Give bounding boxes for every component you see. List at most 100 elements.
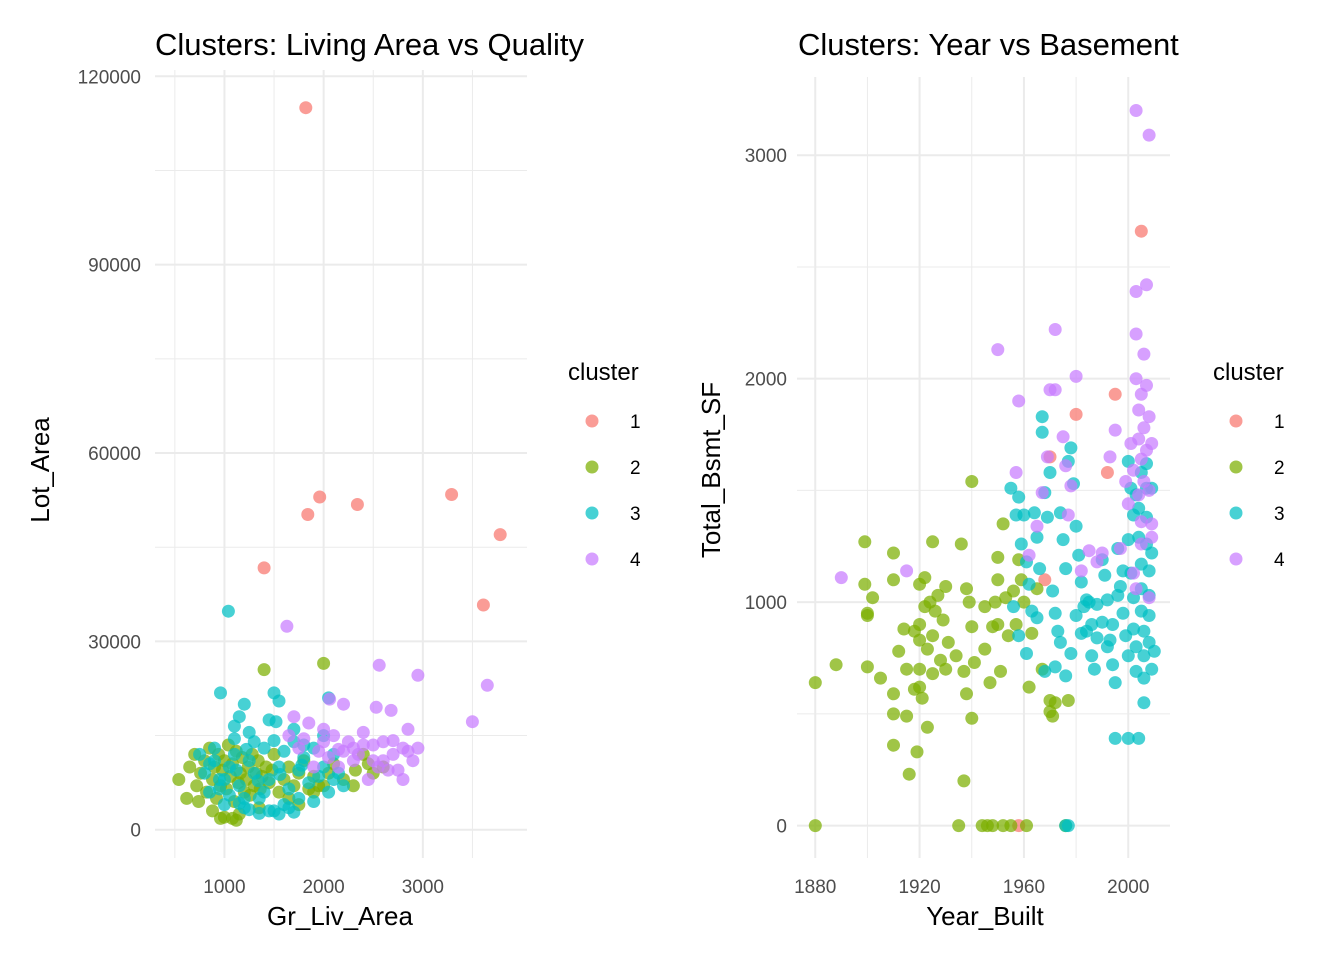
- left-point-cluster-4: [376, 735, 390, 749]
- right-point-cluster-2: [887, 573, 900, 587]
- left-point-cluster-4: [307, 760, 321, 774]
- right-point-cluster-4: [1095, 546, 1109, 560]
- right-point-cluster-3: [1035, 425, 1049, 439]
- left-y-tick-label: 90000: [88, 256, 141, 277]
- right-point-cluster-4: [1129, 327, 1143, 341]
- right-point-cluster-3: [1072, 548, 1086, 562]
- right-legend-key-3: [1229, 506, 1243, 520]
- left-point-cluster-4: [366, 738, 380, 752]
- right-point-cluster-3: [1090, 631, 1104, 645]
- right-point-cluster-3: [1100, 640, 1114, 654]
- left-point-cluster-1: [301, 508, 315, 521]
- left-point-cluster-4: [361, 773, 375, 786]
- left-point-cluster-3: [193, 747, 207, 761]
- right-point-cluster-2: [808, 676, 822, 690]
- right-point-cluster-3: [1137, 649, 1151, 663]
- right-point-cluster-2: [858, 577, 872, 591]
- right-point-cluster-2: [887, 546, 900, 560]
- right-point-cluster-2: [918, 571, 932, 585]
- right-point-cluster-2: [1046, 709, 1060, 723]
- left-point-cluster-1: [313, 490, 327, 504]
- left-point-cluster-4: [302, 716, 316, 730]
- right-point-cluster-4: [991, 343, 1005, 357]
- right-point-cluster-2: [978, 600, 992, 614]
- right-point-cluster-3: [1059, 562, 1073, 576]
- right-point-cluster-2: [991, 573, 1005, 587]
- left-x-tick-label: 2000: [302, 877, 344, 898]
- left-x-ticks: 1000 2000 3000: [203, 877, 444, 898]
- right-point-cluster-2: [960, 582, 973, 596]
- right-point-cluster-1: [1038, 573, 1052, 587]
- left-y-tick-label: 0: [130, 821, 141, 842]
- left-point-cluster-4: [465, 715, 479, 729]
- left-legend-label-1: 1: [630, 412, 641, 433]
- right-y-tick-label: 0: [776, 817, 787, 838]
- right-y-tick-label: 2000: [745, 370, 787, 391]
- right-point-cluster-3: [1035, 410, 1049, 424]
- right-point-cluster-4: [1022, 548, 1036, 562]
- right-point-cluster-3: [1121, 533, 1135, 547]
- right-point-cluster-4: [1082, 544, 1096, 558]
- right-point-cluster-2: [874, 671, 887, 685]
- right-y-tick-label: 1000: [745, 593, 787, 614]
- left-point-cluster-4: [366, 754, 380, 768]
- left-point-cluster-3: [227, 719, 241, 733]
- right-point-cluster-2: [860, 609, 874, 622]
- right-point-cluster-2: [860, 660, 874, 674]
- right-point-cluster-2: [897, 622, 911, 636]
- right-panel: Clusters: Year vs Basement 1880 1920 1960 2…: [696, 27, 1285, 931]
- right-point-cluster-2: [1022, 680, 1036, 694]
- right-point-cluster-3: [1053, 635, 1067, 649]
- right-point-cluster-3: [1056, 533, 1070, 547]
- right-point-cluster-4: [1127, 463, 1140, 477]
- left-point-cluster-2: [272, 785, 286, 799]
- right-point-cluster-4: [1142, 410, 1156, 424]
- right-point-cluster-3: [1090, 597, 1104, 611]
- right-point-cluster-3: [1064, 441, 1078, 455]
- right-point-cluster-3: [1137, 696, 1151, 710]
- right-point-cluster-4: [1137, 421, 1151, 435]
- right-legend: cluster 1 2 3 4: [1213, 359, 1285, 571]
- right-point-cluster-4: [1012, 394, 1026, 408]
- left-point-cluster-4: [372, 658, 386, 672]
- right-point-cluster-2: [978, 642, 992, 656]
- left-point-cluster-2: [190, 779, 204, 793]
- right-legend-key-4: [1229, 552, 1243, 566]
- right-point-cluster-2: [920, 642, 934, 656]
- left-point-cluster-3: [295, 758, 309, 772]
- left-point-cluster-3: [213, 782, 226, 796]
- right-y-ticks: 0 1000 2000 3000: [745, 146, 787, 837]
- left-point-cluster-4: [381, 763, 395, 777]
- left-point-cluster-1: [299, 101, 313, 115]
- right-point-cluster-2: [965, 711, 979, 725]
- right-point-cluster-2: [1048, 696, 1062, 710]
- right-point-cluster-2: [926, 667, 940, 681]
- right-point-cluster-3: [1087, 662, 1101, 676]
- right-point-cluster-4: [1035, 486, 1049, 500]
- left-point-cluster-3: [273, 768, 287, 781]
- left-point-cluster-4: [332, 760, 345, 774]
- right-point-cluster-2: [960, 687, 973, 701]
- right-point-cluster-2: [991, 550, 1005, 564]
- left-x-axis-title: Gr_Liv_Area: [267, 901, 413, 931]
- right-point-cluster-2: [949, 649, 963, 663]
- right-point-cluster-2: [913, 680, 927, 694]
- right-point-cluster-2: [928, 604, 942, 618]
- left-point-cluster-4: [480, 678, 494, 692]
- left-y-tick-label: 60000: [88, 444, 141, 465]
- right-point-cluster-4: [1048, 323, 1062, 336]
- right-point-cluster-3: [1064, 647, 1078, 660]
- right-point-cluster-4: [1142, 483, 1156, 497]
- left-grid: [155, 70, 527, 858]
- right-point-cluster-3: [1142, 609, 1156, 622]
- right-point-cluster-2: [808, 819, 822, 833]
- right-point-cluster-4: [1129, 104, 1143, 117]
- left-point-cluster-2: [267, 747, 281, 761]
- right-point-cluster-2: [913, 618, 927, 631]
- left-point-cluster-3: [252, 806, 266, 820]
- right-point-cluster-1: [1100, 466, 1114, 479]
- left-point-cluster-3: [221, 604, 235, 618]
- left-point-cluster-3: [337, 779, 350, 793]
- left-point-cluster-3: [203, 757, 217, 771]
- right-point-cluster-2: [920, 720, 934, 734]
